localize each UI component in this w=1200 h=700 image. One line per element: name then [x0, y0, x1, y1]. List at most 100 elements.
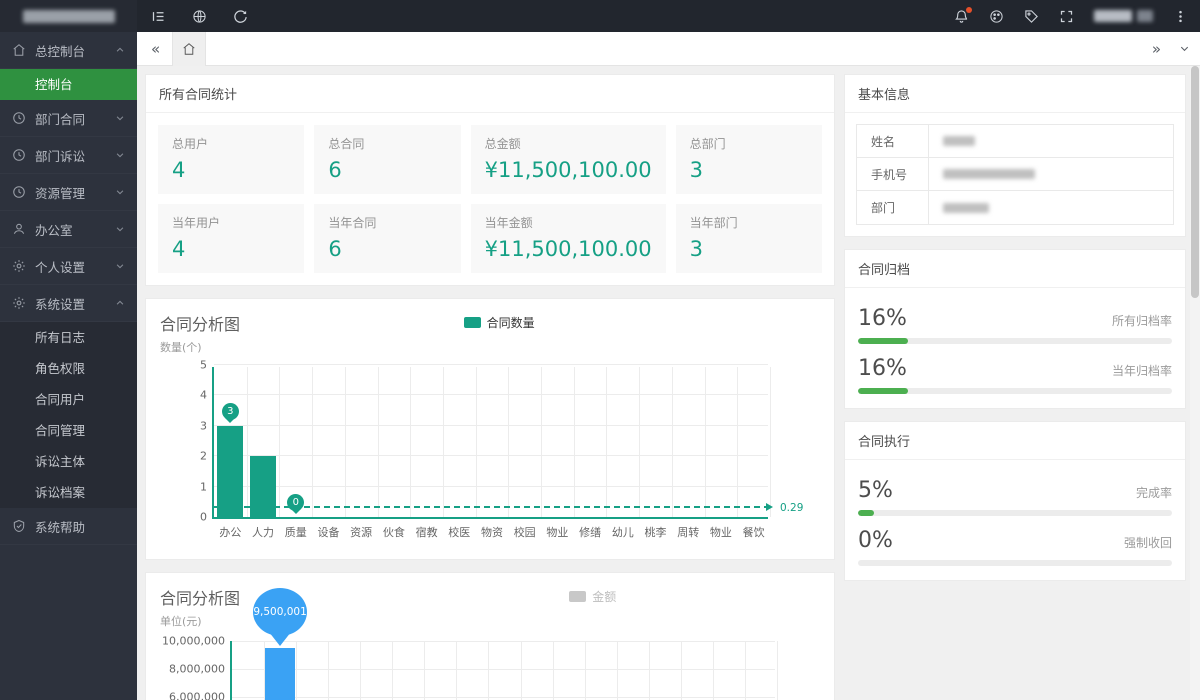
- stat-label: 总金额: [484, 137, 521, 151]
- sidebar-submenu: 所有日志角色权限合同用户合同管理诉讼主体诉讼档案: [0, 322, 137, 508]
- x-label: 周转: [677, 526, 700, 539]
- shield-icon: [12, 519, 26, 533]
- average-line: 0.29: [214, 502, 803, 514]
- x-label: 餐饮: [742, 526, 765, 539]
- sidebar-item-label: 资源管理: [35, 185, 86, 201]
- sidebar-item-1[interactable]: 部门合同: [0, 100, 137, 137]
- progress-fill: [858, 338, 909, 344]
- home-tab[interactable]: [172, 31, 207, 66]
- y-tick: 6,000,000: [169, 690, 225, 700]
- sidebar-item-label: 办公室: [35, 222, 73, 238]
- progress-percent: 5%: [858, 478, 893, 503]
- tag-icon[interactable]: [1024, 9, 1039, 24]
- sidebar-item-7[interactable]: 系统帮助: [0, 508, 137, 545]
- gear-icon: [12, 259, 26, 273]
- sidebar-item-0[interactable]: 总控制台: [0, 32, 137, 69]
- info-value-redacted: [929, 169, 1035, 179]
- y-tick: 5: [200, 358, 207, 372]
- sidebar-item-label: 系统设置: [35, 296, 86, 312]
- y-tick: 0: [200, 510, 207, 524]
- x-label: 资源: [350, 526, 373, 539]
- progress-track: [858, 338, 1172, 344]
- amount-marker: 9,500,001: [253, 588, 308, 636]
- progress-item-强制收回: 0% 强制收回: [858, 528, 1172, 566]
- page-scrollbar[interactable]: [1190, 66, 1200, 700]
- bar-办公[interactable]: [217, 425, 244, 517]
- fullscreen-icon[interactable]: [1059, 9, 1074, 24]
- stat-value: 3: [689, 237, 704, 261]
- execution-panel: 合同执行 5% 完成率 0% 强制收回: [844, 421, 1186, 581]
- progress-fill: [858, 388, 909, 394]
- theme-icon[interactable]: [989, 9, 1004, 24]
- sidebar-item-4[interactable]: 办公室: [0, 211, 137, 248]
- chart1-y-axis-name: 数量(个): [160, 341, 202, 354]
- x-label: 质量: [284, 526, 307, 539]
- stat-value: 4: [172, 237, 186, 261]
- gear-icon: [12, 296, 26, 310]
- chart2-title: 合同分析图: [160, 589, 241, 608]
- notifications-icon[interactable]: [954, 6, 972, 24]
- chart2-legend[interactable]: 金额: [569, 588, 616, 605]
- x-label: 幼儿: [611, 526, 634, 539]
- progress-item-完成率: 5% 完成率: [858, 478, 1172, 516]
- legend-swatch: [569, 591, 587, 602]
- stat-tile-5: 当年合同 6: [314, 204, 461, 273]
- stats-panel-title: 所有合同统计: [146, 75, 834, 113]
- stat-value: 6: [328, 158, 342, 182]
- progress-label: 所有归档率: [1111, 314, 1172, 328]
- info-label: 手机号: [857, 158, 929, 190]
- sidebar-item-3[interactable]: 资源管理: [0, 174, 137, 211]
- scrollbar-thumb[interactable]: [1191, 66, 1199, 298]
- username-redacted-2: [1137, 10, 1153, 22]
- info-value-redacted: [929, 202, 989, 213]
- chart1-legend[interactable]: 合同数量: [463, 314, 535, 331]
- stat-label: 总合同: [328, 137, 365, 151]
- stat-tile-1: 总合同 6: [314, 125, 461, 194]
- sidebar-submenu: 控制台: [0, 69, 137, 100]
- progress-item-所有归档率: 16% 所有归档率: [858, 306, 1172, 344]
- sidebar: 总控制台 控制台 部门合同 部门诉讼资源管理办公室个人设置系统设置所有日志角色权限合同…: [0, 0, 137, 700]
- archive-panel-title: 合同归档: [845, 250, 1185, 288]
- sidebar-subitem-所有日志[interactable]: 所有日志: [35, 330, 86, 345]
- data-marker: 3: [221, 402, 239, 420]
- more-vertical-icon[interactable]: [1173, 9, 1188, 24]
- x-label: 人力: [252, 526, 275, 539]
- language-icon[interactable]: [192, 9, 207, 24]
- data-marker: 0: [287, 494, 305, 511]
- topbar: [137, 0, 1200, 32]
- legend-swatch: [463, 317, 481, 328]
- tabs-scroll-left-icon[interactable]: «: [151, 39, 161, 58]
- x-label: 设备: [317, 526, 340, 539]
- menu-collapse-icon[interactable]: [151, 9, 166, 24]
- tabbar: « »: [137, 31, 1200, 66]
- sidebar-item-2[interactable]: 部门诉讼: [0, 137, 137, 174]
- sidebar-subitem-角色权限[interactable]: 角色权限: [35, 361, 86, 376]
- stat-tile-4: 当年用户 4: [158, 204, 305, 273]
- y-tick: 4: [200, 388, 207, 402]
- sidebar-subitem-诉讼主体[interactable]: 诉讼主体: [35, 454, 86, 469]
- progress-fill: [858, 510, 874, 516]
- contract-amount-chart-panel: 合同分析图 金额 单位(元) 10,000,000 8,000,000 6,000,…: [145, 572, 835, 700]
- home-icon: [183, 42, 195, 55]
- x-label: 物业: [709, 526, 732, 539]
- x-label: 伙食: [382, 526, 405, 539]
- tabs-scroll-right-icon[interactable]: »: [1151, 39, 1161, 58]
- tabs-dropdown-icon[interactable]: [1179, 43, 1190, 54]
- sidebar-item-5[interactable]: 个人设置: [0, 248, 137, 285]
- info-value-redacted: [929, 136, 975, 146]
- sidebar-item-6[interactable]: 系统设置: [0, 285, 137, 322]
- sidebar-subitem-诉讼档案[interactable]: 诉讼档案: [35, 485, 86, 500]
- stat-label: 总用户: [172, 137, 209, 151]
- basic-info-title: 基本信息: [845, 75, 1185, 113]
- refresh-icon[interactable]: [233, 9, 248, 24]
- chart1-plot: 0 1 2 3 4 5 办公 人力 质量 设备 资源 伙食 宿教 校医 物资 校园 物业 修缮 幼儿 桃李 周转 物业 餐饮…: [200, 359, 803, 540]
- basic-info-panel: 基本信息 姓名 手机号 部门: [844, 74, 1186, 237]
- sidebar-subitem-控制台[interactable]: 控制台: [0, 69, 137, 100]
- progress-percent: 0%: [858, 528, 893, 553]
- y-tick: 10,000,000: [162, 634, 225, 648]
- stat-tile-6: 当年金额 ¥11,500,100.00: [470, 204, 666, 273]
- user-menu[interactable]: [1094, 10, 1153, 22]
- chevron-up-icon: [115, 45, 125, 55]
- sidebar-subitem-合同管理[interactable]: 合同管理: [35, 423, 86, 438]
- sidebar-subitem-合同用户[interactable]: 合同用户: [35, 392, 86, 407]
